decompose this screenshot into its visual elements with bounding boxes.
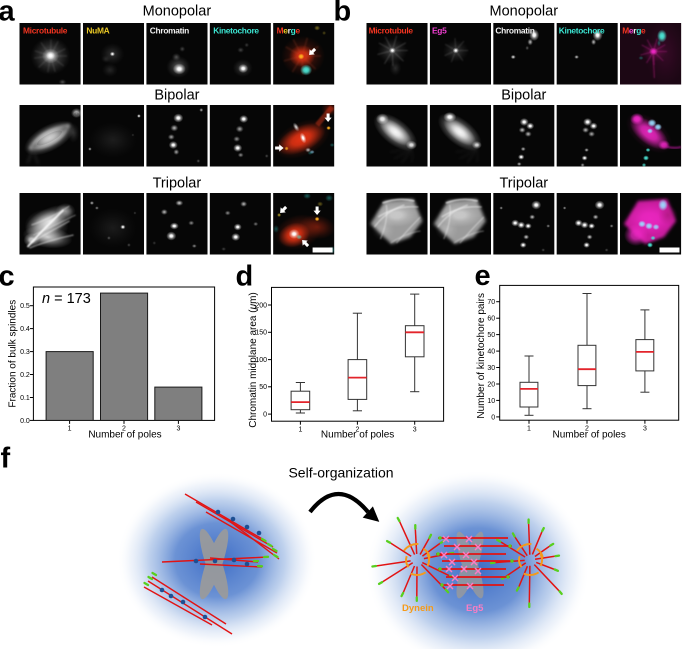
svg-text:1: 1 [68, 426, 72, 433]
svg-text:Eg5: Eg5 [432, 26, 447, 36]
svg-text:20: 20 [487, 381, 495, 388]
svg-text:Monopolar: Monopolar [490, 3, 559, 19]
svg-text:50: 50 [259, 384, 267, 391]
svg-text:40: 40 [487, 349, 495, 356]
svg-text:Merge: Merge [622, 26, 646, 36]
svg-text:3: 3 [643, 425, 647, 432]
svg-text:3: 3 [176, 426, 180, 433]
svg-text:d: d [236, 261, 254, 293]
svg-text:10: 10 [487, 398, 495, 405]
svg-text:Dynein: Dynein [402, 603, 434, 614]
svg-text:Chromatin midplane area (μm): Chromatin midplane area (μm) [248, 292, 259, 428]
svg-text:Monopolar: Monopolar [143, 3, 212, 19]
svg-text:3: 3 [413, 426, 417, 433]
svg-text:Microtubule: Microtubule [23, 26, 68, 36]
svg-text:50: 50 [487, 332, 495, 339]
svg-text:Kinetochore: Kinetochore [213, 26, 259, 36]
svg-text:Merge: Merge [277, 26, 301, 36]
svg-text:0: 0 [491, 414, 495, 421]
svg-text:Chromatin: Chromatin [495, 26, 534, 36]
svg-text:Tripolar: Tripolar [499, 176, 548, 192]
svg-text:30: 30 [487, 365, 495, 372]
svg-text:f: f [1, 443, 11, 475]
svg-text:Kinetochore: Kinetochore [559, 26, 605, 36]
svg-text:Microtubule: Microtubule [369, 26, 414, 36]
svg-text:n = 173: n = 173 [42, 291, 91, 307]
svg-text:Number of poles: Number of poles [553, 430, 626, 441]
svg-text:2: 2 [585, 425, 589, 432]
svg-text:70: 70 [487, 299, 495, 306]
svg-text:0.1: 0.1 [20, 395, 30, 402]
svg-text:c: c [0, 261, 15, 293]
svg-text:60: 60 [487, 316, 495, 323]
svg-text:Number of kinetochore pairs: Number of kinetochore pairs [476, 293, 487, 419]
svg-text:2: 2 [122, 426, 126, 433]
svg-text:a: a [0, 0, 16, 28]
svg-text:Number of poles: Number of poles [88, 430, 161, 441]
svg-text:Bipolar: Bipolar [501, 88, 546, 104]
svg-text:NuMA: NuMA [86, 26, 109, 36]
svg-text:150: 150 [255, 330, 267, 337]
svg-text:0.2: 0.2 [20, 372, 30, 379]
svg-text:1: 1 [527, 425, 531, 432]
svg-text:e: e [475, 260, 491, 292]
svg-text:0: 0 [263, 412, 267, 419]
svg-text:100: 100 [255, 357, 267, 364]
svg-text:Chromatin: Chromatin [150, 26, 189, 36]
svg-text:Bipolar: Bipolar [154, 88, 199, 104]
svg-text:200: 200 [255, 302, 267, 309]
svg-text:Fraction of bulk spindles: Fraction of bulk spindles [8, 300, 19, 408]
svg-text:2: 2 [355, 426, 359, 433]
svg-text:Self-organization: Self-organization [288, 465, 393, 481]
svg-text:b: b [334, 0, 352, 28]
svg-text:0.5: 0.5 [20, 303, 30, 310]
svg-text:Tripolar: Tripolar [153, 176, 202, 192]
svg-text:Eg5: Eg5 [466, 603, 484, 614]
svg-text:0.4: 0.4 [20, 326, 30, 333]
svg-text:0.3: 0.3 [20, 349, 30, 356]
svg-text:Number of poles: Number of poles [321, 430, 394, 441]
svg-text:1: 1 [298, 426, 302, 433]
svg-text:0.0: 0.0 [20, 418, 30, 425]
